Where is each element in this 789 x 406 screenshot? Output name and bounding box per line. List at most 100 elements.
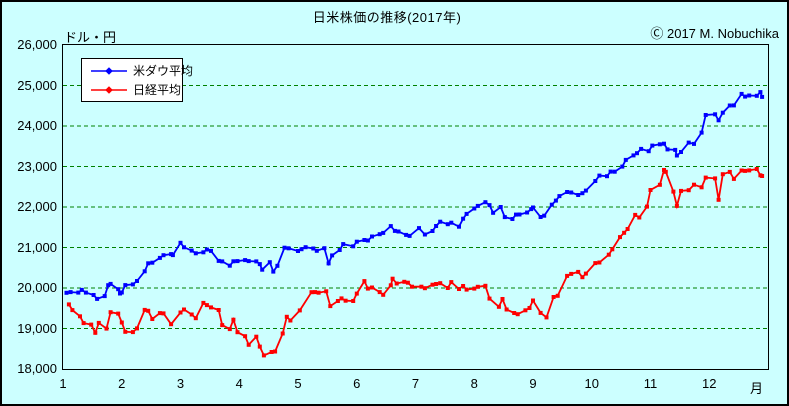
data-point-marker	[330, 253, 335, 258]
data-point-marker	[396, 229, 401, 234]
data-point-marker	[79, 287, 84, 292]
data-point-marker	[639, 146, 644, 151]
data-point-marker	[557, 194, 562, 199]
data-point-marker	[102, 294, 107, 299]
data-point-marker	[703, 175, 708, 180]
data-point-marker	[483, 283, 488, 288]
data-point-marker	[280, 331, 285, 336]
data-point-marker	[381, 230, 386, 235]
data-point-marker	[328, 304, 333, 309]
data-point-marker	[182, 245, 186, 250]
data-point-marker	[716, 118, 721, 123]
data-point-marker	[657, 182, 662, 187]
data-point-marker	[365, 286, 370, 291]
data-point-marker	[580, 275, 585, 280]
y-axis-tick-label: 20,000	[17, 280, 57, 295]
x-axis-tick-label: 3	[176, 376, 185, 391]
data-point-marker	[119, 320, 124, 325]
data-point-marker	[257, 344, 262, 349]
data-point-marker	[89, 322, 94, 327]
data-point-marker	[204, 247, 209, 252]
data-point-marker	[597, 260, 602, 265]
data-point-marker	[569, 271, 574, 276]
data-point-marker	[220, 323, 225, 328]
x-axis-tick-label: 12	[702, 376, 717, 391]
data-point-marker	[362, 279, 367, 284]
data-point-marker	[583, 188, 588, 193]
data-point-marker	[388, 224, 393, 229]
data-point-marker	[502, 215, 507, 220]
data-point-marker	[430, 229, 435, 233]
data-point-marker	[461, 284, 466, 288]
data-point-marker	[665, 147, 670, 152]
data-point-marker	[322, 246, 327, 251]
data-point-marker	[713, 176, 718, 181]
data-point-marker	[119, 290, 124, 295]
data-point-marker	[335, 299, 340, 303]
data-point-marker	[123, 283, 128, 288]
data-point-marker	[161, 253, 166, 258]
data-point-marker	[246, 259, 251, 264]
data-point-marker	[354, 291, 359, 296]
data-point-marker	[193, 251, 198, 256]
data-point-marker	[296, 249, 300, 253]
data-point-marker	[515, 312, 520, 317]
data-point-marker	[605, 174, 609, 179]
data-point-marker	[464, 211, 469, 216]
data-point-marker	[716, 197, 721, 202]
data-point-marker	[201, 250, 206, 255]
data-point-marker	[517, 212, 522, 217]
nikkei-line-swatch-icon	[91, 85, 127, 94]
data-point-marker	[417, 226, 421, 231]
data-point-marker	[108, 310, 113, 315]
data-point-marker	[339, 296, 344, 301]
data-point-marker	[370, 285, 374, 290]
data-point-marker	[261, 353, 266, 358]
data-point-marker	[220, 259, 225, 264]
data-point-marker	[407, 233, 412, 238]
legend-label-dow: 米ダウ平均	[133, 64, 194, 78]
chart-title: 日米株価の推移(2017年)	[312, 10, 462, 25]
data-point-marker	[758, 90, 763, 95]
data-point-marker	[254, 334, 259, 339]
data-point-marker	[531, 205, 535, 210]
y-axis-unit-label: ドル・円	[64, 30, 117, 45]
data-point-marker	[610, 247, 615, 252]
data-point-marker	[645, 204, 649, 209]
data-point-marker	[650, 143, 655, 148]
x-axis-tick-label: 9	[529, 376, 537, 391]
chart-canvas	[63, 85, 768, 358]
data-point-marker	[116, 287, 121, 292]
data-point-marker	[81, 321, 86, 326]
data-point-marker	[438, 281, 443, 286]
data-point-marker	[531, 298, 535, 303]
data-point-marker	[392, 228, 397, 233]
data-point-marker	[157, 311, 162, 316]
data-point-marker	[311, 246, 316, 251]
dow-line-swatch-icon	[91, 66, 127, 75]
legend: 米ダウ平均 日経平均	[81, 58, 193, 102]
data-point-marker	[487, 203, 492, 208]
data-point-marker	[663, 169, 668, 174]
data-point-marker	[106, 283, 111, 288]
data-point-marker	[674, 203, 679, 208]
data-point-marker	[193, 316, 198, 321]
data-point-marker	[243, 258, 248, 263]
data-point-marker	[673, 147, 678, 152]
data-point-marker	[544, 315, 549, 320]
x-axis-tick-label: 5	[294, 376, 302, 391]
data-point-marker	[78, 314, 82, 319]
data-point-marker	[612, 169, 617, 174]
series-line-nikkei	[68, 167, 763, 357]
data-point-marker	[754, 93, 759, 98]
data-point-marker	[227, 263, 232, 268]
data-point-marker	[257, 262, 262, 267]
data-point-marker	[739, 168, 744, 173]
y-axis-tick-label: 24,000	[17, 118, 57, 133]
data-point-marker	[410, 284, 414, 289]
y-axis-tick-label: 22,000	[17, 199, 57, 214]
legend-label-nikkei: 日経平均	[133, 83, 182, 97]
data-point-marker	[182, 307, 186, 312]
data-point-marker	[472, 206, 477, 211]
data-point-marker	[593, 179, 598, 183]
